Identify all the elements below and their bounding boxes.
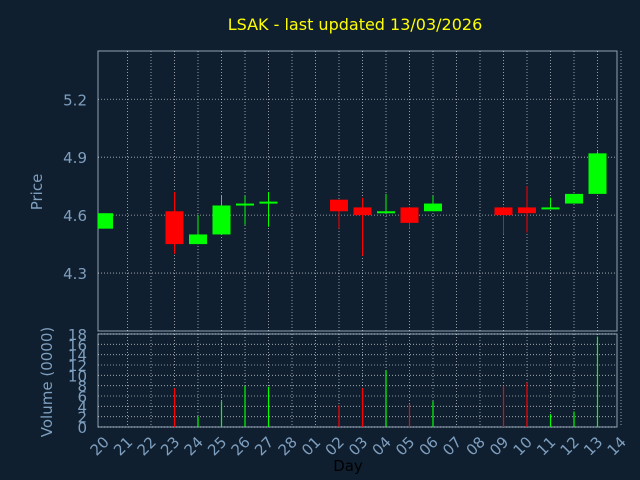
candle-body [189,234,207,245]
candle [565,193,583,204]
candle [165,191,184,254]
volume-tick-label: 6 [77,388,87,406]
volume-tick-label: 10 [68,367,87,385]
candle-body [236,203,254,206]
volume-tick-label: 8 [77,378,87,396]
volume-tick-label: 16 [68,336,87,354]
candle [494,207,513,235]
candle [377,193,395,214]
volume-tick-label: 2 [77,409,87,427]
price-axis-label: Price [28,174,46,211]
candle-body [424,203,442,212]
candle-body [259,201,278,204]
candle-body [353,207,372,216]
candle-body [588,153,607,194]
volume-tick-label: 4 [77,398,87,416]
volume-plot-area [97,333,618,428]
price-tick-label: 4.6 [63,207,87,225]
candle-body [400,207,419,223]
candle [424,195,442,212]
candle [330,199,348,229]
candle [259,191,278,227]
candle-body [330,199,348,212]
volume-tick-label: 12 [68,357,87,375]
volume-axis-label: Volume (0000) [38,327,56,437]
candle-body [377,211,395,214]
candle [518,186,536,233]
price-tick-label: 4.3 [63,265,87,283]
x-axis-ticks: 2021222324252627280102030405060708091011… [87,433,630,459]
candle [400,207,419,229]
chart-title: LSAK - last updated 13/03/2026 [228,15,483,34]
candle-body [518,207,536,214]
candle [236,195,254,225]
candle [189,215,207,245]
candle-body [98,213,113,229]
x-axis-label: Day [333,457,363,475]
candle-body [494,207,513,216]
volume-tick-label: 14 [68,347,87,365]
volume-tick-label: 0 [77,419,87,437]
price-panel: 4.3 4.6 4.9 5.2 Price [28,50,622,332]
candle-body [165,211,184,245]
candle [541,197,560,210]
candle [353,197,372,256]
candle [212,195,231,235]
price-tick-label: 5.2 [63,91,87,109]
candle [588,151,607,194]
candle-body [541,207,560,210]
candle-body [565,193,583,204]
volume-tick-label: 18 [68,326,87,344]
price-tick-label: 4.9 [63,149,87,167]
candle [98,213,113,229]
candle-body [212,205,231,235]
price-plot-area [97,50,618,332]
